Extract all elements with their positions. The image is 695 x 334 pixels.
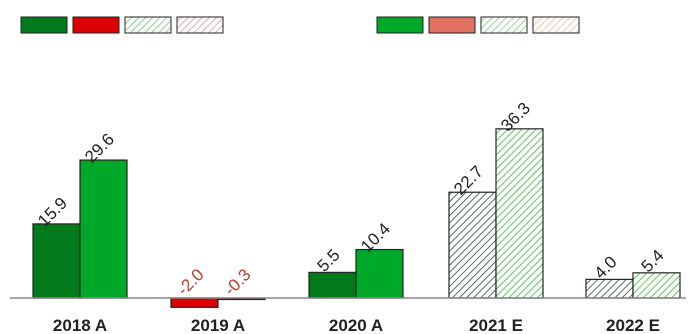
legend-swatch-right-2	[428, 16, 476, 34]
category-label-2019-a: 2019 A	[191, 316, 245, 334]
bar-2018-a-series2	[79, 159, 128, 299]
value-labels: 15.929.6-2.0 -0.35.510.422.736.34.0 5.4	[34, 99, 667, 300]
bar-2020-a-series2	[355, 248, 404, 299]
bars	[32, 128, 681, 308]
category-label-2020-a: 2020 A	[329, 316, 383, 334]
legend-swatch-right-4	[532, 16, 580, 34]
bar-2020-a-series1	[308, 271, 357, 299]
bar-2021-e-series1	[448, 191, 497, 299]
legend-swatch-left-2	[72, 16, 120, 34]
value-label-2022-e-series1: 4.0	[591, 252, 621, 282]
bar-2022-e-series1	[585, 278, 634, 299]
value-label-2020-a-series1: 5.5	[314, 245, 344, 275]
legend-swatch-right-3	[480, 16, 528, 34]
category-label-2022-e: 2022 E	[606, 316, 660, 334]
bar-2018-a-series1	[32, 223, 81, 299]
category-label-2018-a: 2018 A	[53, 316, 107, 334]
category-label-2021-e: 2021 E	[469, 316, 523, 334]
bar-2019-a-series1	[170, 297, 219, 308]
value-label-2019-a-series2: -0.3	[221, 265, 255, 299]
legend-swatch-left-4	[176, 16, 224, 34]
value-label-2019-a-series1: -2.0	[174, 265, 208, 299]
legend-swatch-right-1	[376, 16, 424, 34]
legend-swatch-left-3	[124, 16, 172, 34]
category-labels: 2018 A 2019 A 2020 A 2021 E 2022 E	[53, 316, 660, 334]
legend	[20, 16, 580, 34]
bar-2022-e-series2	[632, 272, 681, 299]
bar-2021-e-series2	[495, 128, 544, 299]
legend-swatch-left-1	[20, 16, 68, 34]
value-label-2022-e-series2: 5.4	[638, 246, 668, 276]
